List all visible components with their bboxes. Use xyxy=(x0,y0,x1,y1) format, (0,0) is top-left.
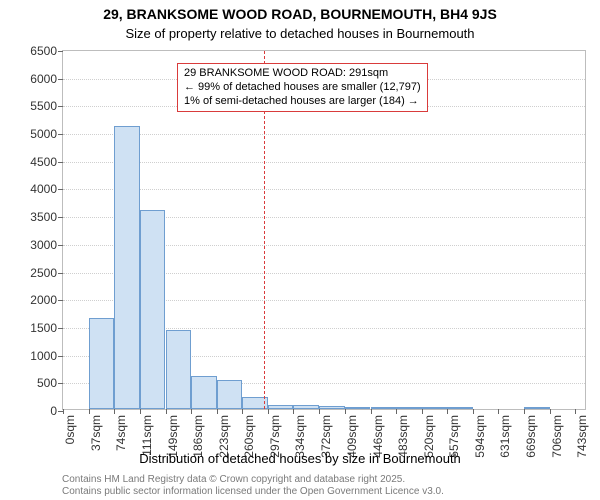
histogram-bar xyxy=(140,210,166,409)
ytick-label: 4000 xyxy=(30,182,57,196)
xtick-mark xyxy=(63,409,64,414)
annotation-line: 1% of semi-detached houses are larger (1… xyxy=(184,95,421,109)
histogram-bar xyxy=(447,407,473,409)
ytick-mark xyxy=(58,106,63,107)
xtick-mark xyxy=(550,409,551,414)
xtick-mark xyxy=(166,409,167,414)
annotation-box: 29 BRANKSOME WOOD ROAD: 291sqm← 99% of d… xyxy=(177,63,428,112)
ytick-label: 6000 xyxy=(30,72,57,86)
ytick-label: 4500 xyxy=(30,155,57,169)
chart-subtitle: Size of property relative to detached ho… xyxy=(0,26,600,41)
xtick-mark xyxy=(447,409,448,414)
footnote: Contains HM Land Registry data © Crown c… xyxy=(62,474,592,497)
histogram-bar xyxy=(319,406,345,409)
histogram-bar xyxy=(422,407,448,409)
ytick-label: 5000 xyxy=(30,127,57,141)
histogram-bar xyxy=(396,407,422,409)
ytick-label: 2500 xyxy=(30,266,57,280)
gridline-h xyxy=(63,162,585,163)
xtick-mark xyxy=(524,409,525,414)
xtick-label: 74sqm xyxy=(114,415,128,451)
ytick-mark xyxy=(58,134,63,135)
footnote-line-2: Contains public sector information licen… xyxy=(62,486,592,498)
gridline-h xyxy=(63,189,585,190)
histogram-bar xyxy=(89,318,115,409)
xtick-mark xyxy=(89,409,90,414)
histogram-bar xyxy=(166,330,192,409)
xtick-label: 37sqm xyxy=(89,415,103,451)
annotation-line: 29 BRANKSOME WOOD ROAD: 291sqm xyxy=(184,67,421,81)
ytick-label: 1000 xyxy=(30,349,57,363)
xtick-mark xyxy=(371,409,372,414)
xtick-mark xyxy=(268,409,269,414)
histogram-bar xyxy=(114,126,140,409)
x-axis-label: Distribution of detached houses by size … xyxy=(0,451,600,466)
ytick-label: 5500 xyxy=(30,99,57,113)
ytick-label: 500 xyxy=(37,376,57,390)
ytick-label: 0 xyxy=(50,404,57,418)
histogram-bar xyxy=(371,407,397,409)
histogram-bar xyxy=(191,376,217,409)
xtick-mark xyxy=(498,409,499,414)
xtick-mark xyxy=(293,409,294,414)
ytick-mark xyxy=(58,273,63,274)
gridline-h xyxy=(63,134,585,135)
xtick-mark xyxy=(242,409,243,414)
ytick-mark xyxy=(58,383,63,384)
ytick-mark xyxy=(58,162,63,163)
plot-area: 0500100015002000250030003500400045005000… xyxy=(62,50,586,410)
histogram-bar xyxy=(524,407,550,409)
xtick-label: 0sqm xyxy=(63,415,77,444)
xtick-mark xyxy=(114,409,115,414)
histogram-bar xyxy=(217,380,243,409)
ytick-label: 6500 xyxy=(30,44,57,58)
xtick-mark xyxy=(191,409,192,414)
ytick-mark xyxy=(58,328,63,329)
xtick-mark xyxy=(319,409,320,414)
ytick-mark xyxy=(58,300,63,301)
ytick-mark xyxy=(58,189,63,190)
xtick-mark xyxy=(422,409,423,414)
xtick-mark xyxy=(345,409,346,414)
xtick-mark xyxy=(473,409,474,414)
histogram-bar xyxy=(293,405,319,409)
xtick-mark xyxy=(140,409,141,414)
ytick-label: 3500 xyxy=(30,210,57,224)
ytick-mark xyxy=(58,245,63,246)
footnote-line-1: Contains HM Land Registry data © Crown c… xyxy=(62,474,592,486)
ytick-label: 1500 xyxy=(30,321,57,335)
histogram-bar xyxy=(268,405,294,409)
xtick-label: 111sqm xyxy=(140,415,154,456)
ytick-mark xyxy=(58,356,63,357)
xtick-mark xyxy=(217,409,218,414)
annotation-line: ← 99% of detached houses are smaller (12… xyxy=(184,81,421,95)
xtick-mark xyxy=(396,409,397,414)
ytick-mark xyxy=(58,51,63,52)
chart-container: 29, BRANKSOME WOOD ROAD, BOURNEMOUTH, BH… xyxy=(0,0,600,500)
ytick-mark xyxy=(58,217,63,218)
xtick-mark xyxy=(575,409,576,414)
chart-title: 29, BRANKSOME WOOD ROAD, BOURNEMOUTH, BH… xyxy=(0,6,600,22)
ytick-mark xyxy=(58,79,63,80)
ytick-label: 2000 xyxy=(30,293,57,307)
histogram-bar xyxy=(345,407,371,409)
ytick-label: 3000 xyxy=(30,238,57,252)
